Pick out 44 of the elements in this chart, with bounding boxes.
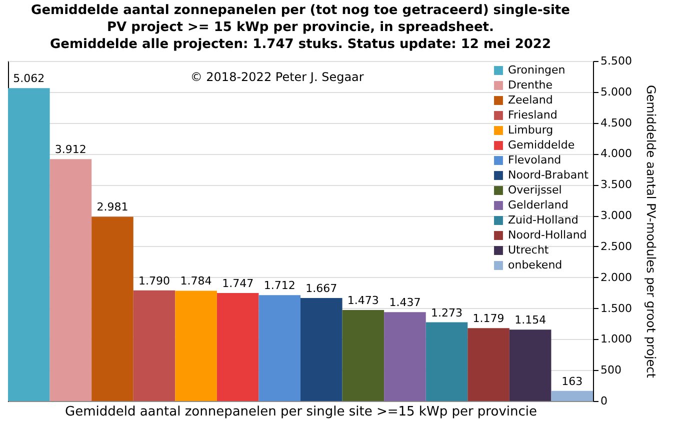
legend-label: Limburg <box>508 124 554 136</box>
y-tick-label: 500 <box>600 364 622 377</box>
legend-label: Overijssel <box>508 184 562 196</box>
y-tick-label: 4.500 <box>600 116 632 130</box>
y-axis-title: Gemiddelde aantal PV-modules per groot project <box>644 85 658 378</box>
data-label: 1.790 <box>138 274 170 288</box>
data-label: 1.712 <box>264 279 296 292</box>
data-label: 1.473 <box>347 294 379 307</box>
chart-title: Gemiddelde aantal zonnepanelen per (tot nog toe getraceerd) single-site PV project >= 15 kWp per provincie, in spreadsheet. Gemiddelde alle projecten: 1.747 stuks. Status update: 12 mei 2022 <box>31 3 570 52</box>
data-label: 1.273 <box>431 306 462 320</box>
x-axis-title: Gemiddeld aantal zonnepanelen per single site >=15 kWp per provincie <box>65 404 537 420</box>
data-label: 1.784 <box>180 274 212 288</box>
legend-label: Gelderland <box>508 198 568 212</box>
y-tick-label: 2.500 <box>600 240 632 253</box>
legend-label: Gemiddelde <box>508 138 575 152</box>
data-label: 3.912 <box>54 143 86 156</box>
legend-label: Noord-Holland <box>508 228 587 242</box>
legend-label: Zuid-Holland <box>508 214 578 226</box>
data-label: 1.154 <box>514 314 546 327</box>
y-tick-label: 1.000 <box>600 332 632 346</box>
data-label: 1.747 <box>222 277 254 290</box>
legend-label: Utrecht <box>508 244 550 256</box>
data-label: 163 <box>562 374 583 388</box>
data-label: 2.981 <box>96 200 128 214</box>
legend-label: onbekend <box>508 258 562 272</box>
legend-label: Zeeland <box>508 94 553 106</box>
y-tick-label: 0 <box>600 394 608 408</box>
y-tick-label: 5.000 <box>600 85 632 98</box>
y-tick-label: 3.500 <box>600 178 632 192</box>
data-label: 1.667 <box>306 282 338 295</box>
legend-label: Drenthe <box>508 78 553 92</box>
y-tick-label: 5.500 <box>600 54 632 68</box>
legend-label: Groningen <box>508 64 566 76</box>
legend-label: Noord-Brabant <box>508 168 590 182</box>
data-label: 1.179 <box>472 312 504 326</box>
y-tick-label: 1.500 <box>600 302 632 315</box>
y-tick-label: 3.000 <box>600 209 632 222</box>
y-tick-label: 2.000 <box>600 270 632 284</box>
legend-label: Flevoland <box>508 154 562 166</box>
legend-label: Friesland <box>508 108 558 122</box>
data-label: 1.437 <box>389 296 421 310</box>
y-tick-label: 4.000 <box>600 147 632 160</box>
data-label: 5.062 <box>13 72 45 86</box>
annotation: © 2018-2022 Peter J. Segaar <box>190 70 364 84</box>
